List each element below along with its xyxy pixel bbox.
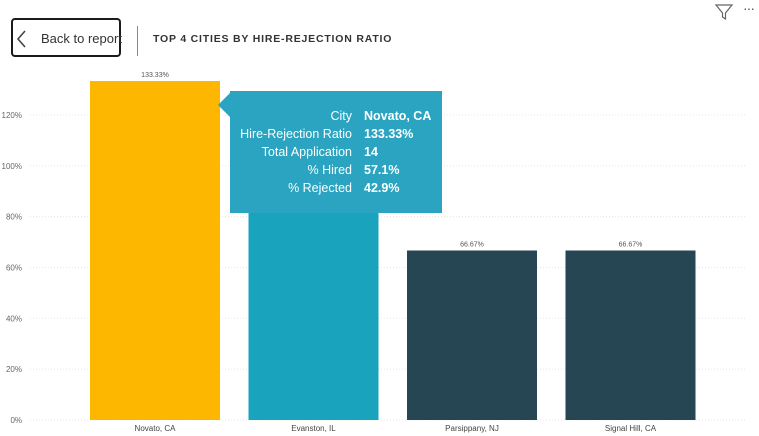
- tooltip-value: 42.9%: [364, 181, 400, 195]
- tooltip-value: 57.1%: [364, 163, 400, 177]
- bar[interactable]: [565, 250, 696, 420]
- tooltip-label: Total Application: [261, 145, 352, 159]
- y-tick-label: 40%: [6, 314, 22, 323]
- x-tick-label: Signal Hill, CA: [605, 424, 657, 433]
- tooltip-arrow: [218, 93, 230, 117]
- tooltip-label: City: [330, 109, 352, 123]
- filter-icon[interactable]: [714, 2, 734, 22]
- y-tick-label: 20%: [6, 365, 22, 374]
- y-tick-label: 120%: [2, 111, 22, 120]
- tooltip-row-hired: % Hired 57.1%: [230, 163, 442, 181]
- tooltip-value: 133.33%: [364, 127, 414, 141]
- y-tick-label: 100%: [2, 162, 22, 171]
- back-to-report-button[interactable]: Back to report: [11, 18, 122, 57]
- tooltip-value: 14: [364, 145, 378, 159]
- bar[interactable]: [407, 250, 537, 420]
- tooltip-row-rejected: % Rejected 42.9%: [230, 181, 442, 199]
- header-divider: [137, 26, 138, 56]
- tooltip-value: Novato, CA: [364, 109, 432, 123]
- data-label: 66.67%: [460, 242, 484, 249]
- x-tick-label: Evanston, IL: [291, 424, 336, 433]
- tooltip: City Novato, CA Hire-Rejection Ratio 133…: [218, 91, 442, 213]
- tooltip-label: Hire-Rejection Ratio: [240, 127, 352, 141]
- x-tick-label: Parsippany, NJ: [445, 424, 499, 433]
- bar[interactable]: [248, 196, 379, 420]
- tooltip-row-ratio: Hire-Rejection Ratio 133.33%: [230, 127, 442, 145]
- x-tick-label: Novato, CA: [135, 424, 177, 433]
- tooltip-label: % Rejected: [288, 181, 352, 195]
- y-tick-label: 60%: [6, 263, 22, 272]
- y-tick-label: 80%: [6, 213, 22, 222]
- data-label: 66.67%: [619, 242, 643, 249]
- tooltip-row-total: Total Application 14: [230, 145, 442, 163]
- chevron-left-icon: [16, 30, 26, 48]
- data-label: 133.33%: [141, 72, 169, 79]
- tooltip-label: % Hired: [307, 163, 352, 177]
- chart-title: TOP 4 CITIES BY HIRE-REJECTION RATIO: [153, 33, 393, 45]
- more-options-icon[interactable]: ···: [743, 0, 755, 16]
- tooltip-row-city: City Novato, CA: [230, 109, 442, 127]
- back-to-report-label: Back to report: [41, 31, 122, 46]
- y-tick-label: 0%: [10, 416, 22, 425]
- bar[interactable]: [90, 81, 220, 420]
